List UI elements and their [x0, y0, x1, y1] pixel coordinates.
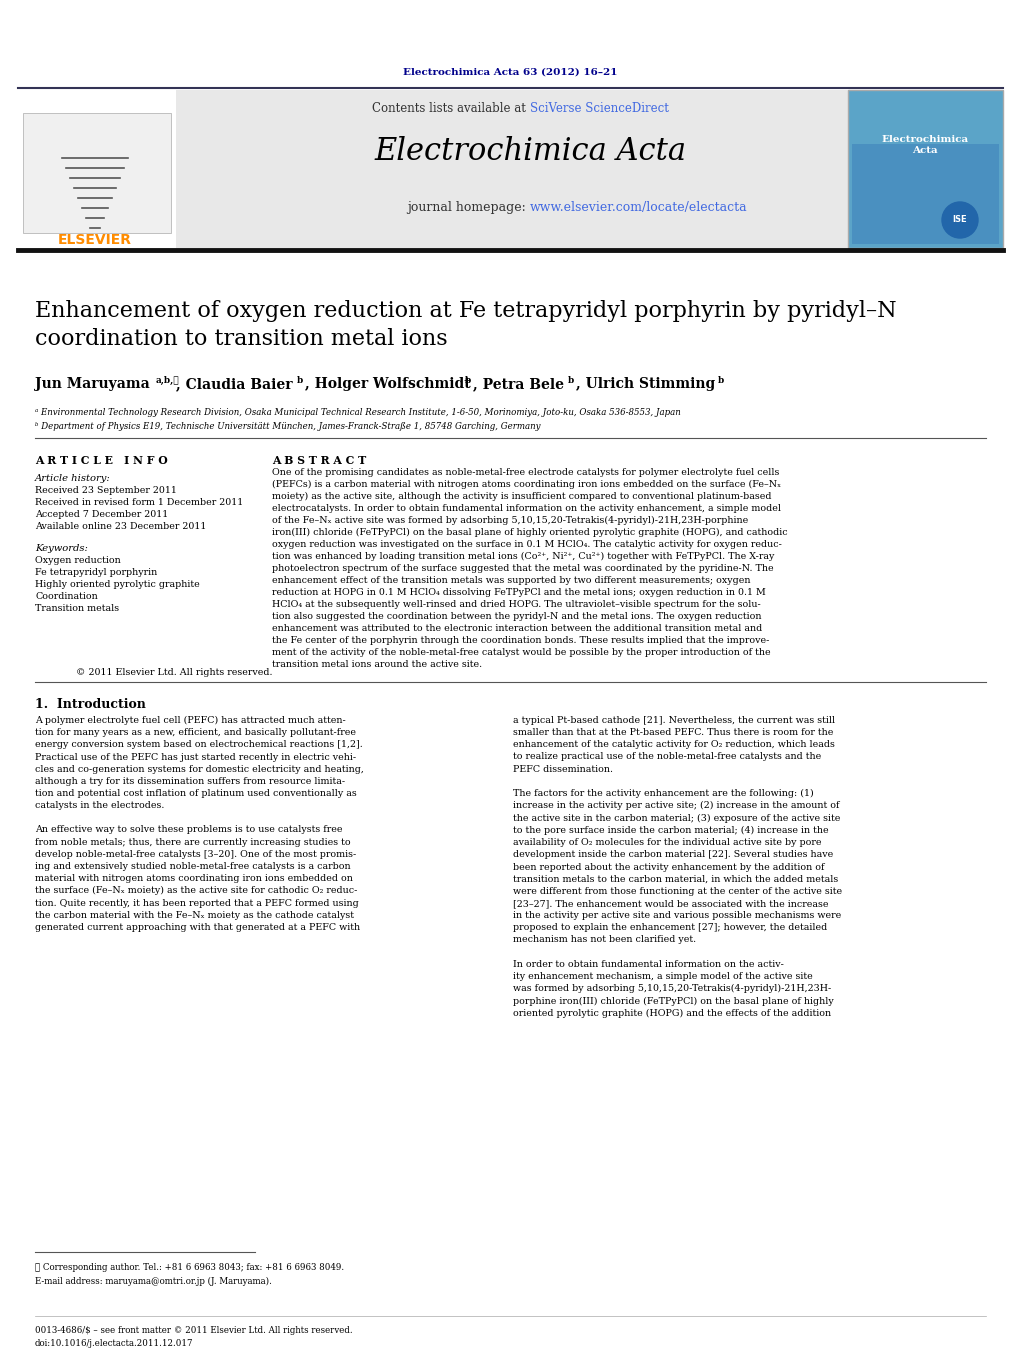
Text: b: b	[718, 376, 724, 385]
Text: Coordination: Coordination	[35, 592, 98, 601]
Text: www.elsevier.com/locate/electacta: www.elsevier.com/locate/electacta	[530, 201, 747, 215]
Text: Jun Maruyama: Jun Maruyama	[35, 377, 150, 390]
Circle shape	[942, 203, 978, 238]
Text: A R T I C L E   I N F O: A R T I C L E I N F O	[35, 455, 167, 466]
Text: ᵇ Department of Physics E19, Technische Universitätt München, James-Franck-Straß: ᵇ Department of Physics E19, Technische …	[35, 422, 540, 431]
Bar	[18, 91, 176, 249]
Text: ᵃ Environmental Technology Research Division, Osaka Municipal Technical Research: ᵃ Environmental Technology Research Divi…	[35, 408, 681, 417]
Text: Enhancement of oxygen reduction at Fe tetrapyridyl porphyrin by pyridyl–N
coordi: Enhancement of oxygen reduction at Fe te…	[35, 300, 896, 350]
Text: A polymer electrolyte fuel cell (PEFC) has attracted much atten-
tion for many y: A polymer electrolyte fuel cell (PEFC) h…	[35, 716, 363, 932]
Bar	[18, 91, 1003, 249]
Bar	[23, 113, 171, 232]
Text: b: b	[568, 376, 574, 385]
Text: a typical Pt-based cathode [21]. Nevertheless, the current was still
smaller tha: a typical Pt-based cathode [21]. Neverth…	[513, 716, 842, 1017]
Text: ELSEVIER: ELSEVIER	[58, 232, 132, 247]
Text: Contents lists available at: Contents lists available at	[373, 101, 530, 115]
Text: E-mail address: maruyama@omtri.or.jp (J. Maruyama).: E-mail address: maruyama@omtri.or.jp (J.…	[35, 1277, 272, 1286]
Text: Electrochimica Acta 63 (2012) 16–21: Electrochimica Acta 63 (2012) 16–21	[402, 68, 618, 77]
Text: ISE: ISE	[953, 216, 967, 224]
Text: Keywords:: Keywords:	[35, 544, 88, 553]
Text: Received 23 September 2011: Received 23 September 2011	[35, 486, 177, 494]
Bar	[848, 91, 1003, 249]
Text: © 2011 Elsevier Ltd. All rights reserved.: © 2011 Elsevier Ltd. All rights reserved…	[76, 667, 272, 677]
Text: Electrochimica
Acta: Electrochimica Acta	[881, 135, 969, 155]
Text: Available online 23 December 2011: Available online 23 December 2011	[35, 521, 206, 531]
Text: , Claudia Baier: , Claudia Baier	[176, 377, 292, 390]
Text: 1.  Introduction: 1. Introduction	[35, 698, 146, 711]
Text: doi:10.1016/j.electacta.2011.12.017: doi:10.1016/j.electacta.2011.12.017	[35, 1339, 194, 1348]
Text: Fe tetrapyridyl porphyrin: Fe tetrapyridyl porphyrin	[35, 567, 157, 577]
Text: 0013-4686/$ – see front matter © 2011 Elsevier Ltd. All rights reserved.: 0013-4686/$ – see front matter © 2011 El…	[35, 1325, 352, 1335]
Text: Electrochimica Acta: Electrochimica Acta	[374, 136, 686, 168]
Text: SciVerse ScienceDirect: SciVerse ScienceDirect	[530, 101, 669, 115]
Text: a,b,⋆: a,b,⋆	[156, 376, 180, 385]
Text: Transition metals: Transition metals	[35, 604, 119, 613]
Text: Received in revised form 1 December 2011: Received in revised form 1 December 2011	[35, 499, 243, 507]
Text: Accepted 7 December 2011: Accepted 7 December 2011	[35, 509, 168, 519]
Text: A B S T R A C T: A B S T R A C T	[272, 455, 367, 466]
Text: ⋆ Corresponding author. Tel.: +81 6 6963 8043; fax: +81 6 6963 8049.: ⋆ Corresponding author. Tel.: +81 6 6963…	[35, 1263, 344, 1273]
Text: b: b	[297, 376, 303, 385]
Text: , Ulrich Stimming: , Ulrich Stimming	[576, 377, 716, 390]
Text: Oxygen reduction: Oxygen reduction	[35, 557, 120, 565]
Text: , Petra Bele: , Petra Bele	[473, 377, 564, 390]
Text: Highly oriented pyrolytic graphite: Highly oriented pyrolytic graphite	[35, 580, 200, 589]
Bar	[852, 145, 999, 245]
Text: b: b	[465, 376, 472, 385]
Text: , Holger Wolfschmidt: , Holger Wolfschmidt	[305, 377, 471, 390]
Text: journal homepage:: journal homepage:	[407, 201, 530, 215]
Text: Article history:: Article history:	[35, 474, 110, 484]
Text: One of the promising candidates as noble-metal-free electrode catalysts for poly: One of the promising candidates as noble…	[272, 467, 787, 669]
